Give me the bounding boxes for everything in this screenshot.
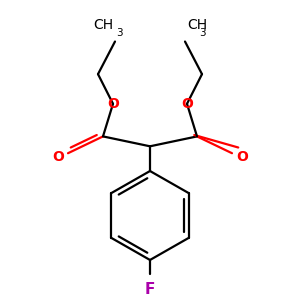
Text: O: O (52, 150, 64, 164)
Text: O: O (107, 97, 119, 111)
Text: 3: 3 (199, 28, 206, 38)
Text: O: O (181, 97, 193, 111)
Text: O: O (236, 150, 248, 164)
Text: CH: CH (187, 18, 207, 32)
Text: F: F (145, 282, 155, 297)
Text: CH: CH (93, 18, 113, 32)
Text: 3: 3 (116, 28, 123, 38)
